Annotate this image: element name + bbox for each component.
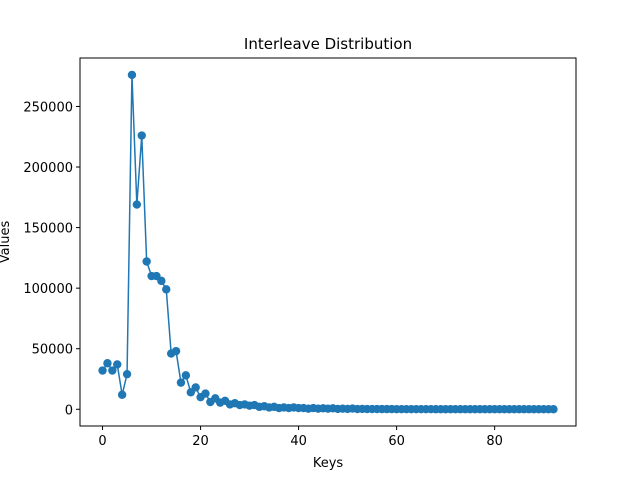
data-point: [191, 383, 200, 392]
data-point: [162, 285, 171, 294]
data-point: [171, 346, 181, 356]
plot-frame: [79, 57, 577, 427]
x-tick-label: 40: [290, 434, 307, 449]
data-point: [103, 359, 112, 368]
chart-title: Interleave Distribution: [244, 35, 412, 53]
y-tick-label: 200000: [23, 161, 73, 176]
x-axis-title: Keys: [313, 456, 344, 471]
y-axis-title: Values: [0, 221, 13, 264]
data-point: [176, 378, 186, 387]
data-point: [98, 366, 107, 375]
data-point: [181, 371, 191, 380]
data-point: [137, 131, 146, 140]
x-tick-label: 0: [98, 434, 106, 449]
y-tick-label: 50000: [32, 343, 73, 358]
data-point: [122, 369, 132, 379]
data-point: [132, 200, 142, 209]
data-point: [142, 257, 151, 266]
data-point: [117, 390, 127, 399]
y-tick-label: 0: [65, 403, 73, 418]
data-point: [113, 360, 122, 369]
x-tick-label: 60: [388, 434, 405, 449]
data-point: [549, 405, 558, 414]
x-tick-label: 80: [486, 434, 503, 449]
axes: 0 20 40 60 80 0 50000 100000 150000 200000 250000: [23, 100, 503, 449]
x-tick-label: 20: [192, 434, 209, 449]
data-point: [201, 389, 210, 398]
data-point: [108, 366, 117, 375]
y-tick-label: 150000: [23, 222, 73, 237]
y-tick-label: 250000: [23, 100, 73, 115]
data-point: [127, 70, 137, 80]
y-tick-label: 100000: [23, 282, 73, 297]
data-point: [157, 276, 166, 286]
plot-area: [98, 70, 558, 414]
